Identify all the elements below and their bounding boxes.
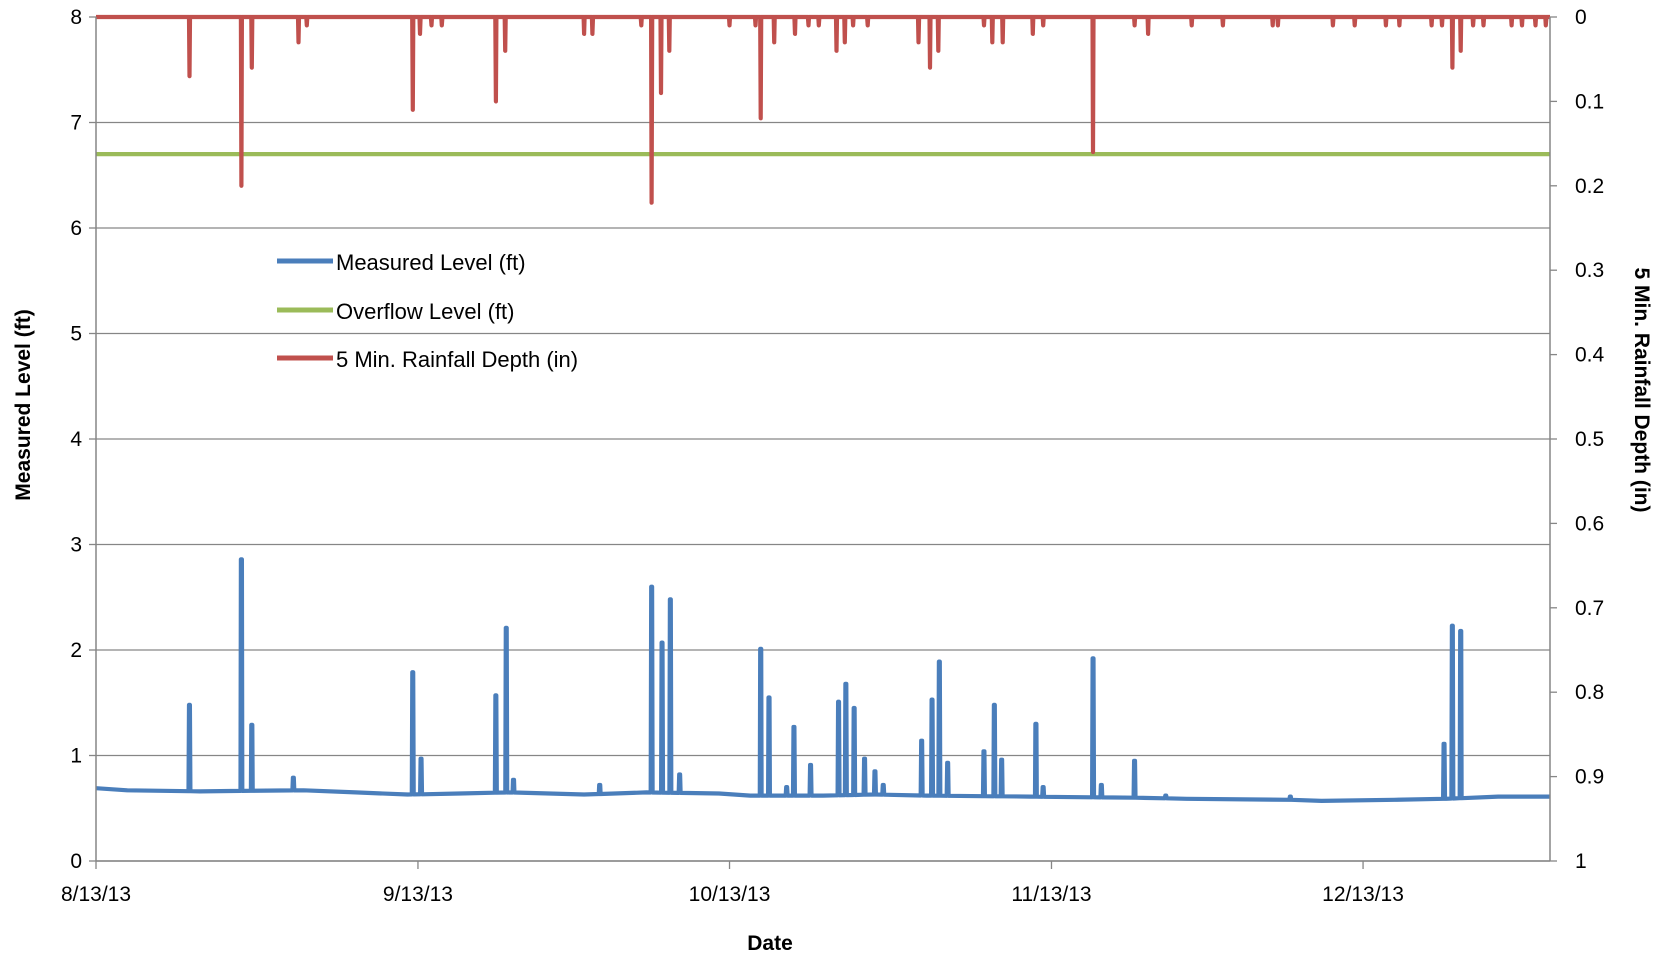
y2-tick-label: 0.6 bbox=[1575, 512, 1604, 535]
y2-tick-label: 0.9 bbox=[1575, 766, 1604, 789]
grid bbox=[96, 16, 1550, 862]
y-tick-label: 0 bbox=[70, 850, 82, 873]
y2-tick-label: 0.5 bbox=[1575, 428, 1604, 451]
y-tick-label: 7 bbox=[70, 112, 82, 135]
y-tick-label: 3 bbox=[70, 534, 82, 557]
x-tick-label: 10/13/13 bbox=[689, 883, 771, 906]
legend-label-measured-level: Measured Level (ft) bbox=[336, 250, 526, 275]
series-measured-level bbox=[95, 557, 1550, 803]
legend-label-overflow-level: Overflow Level (ft) bbox=[336, 299, 515, 324]
y-tick-label: 5 bbox=[70, 323, 82, 346]
y-tick-label: 2 bbox=[70, 639, 82, 662]
series bbox=[95, 14, 1550, 803]
y2-tick-label: 0.8 bbox=[1575, 681, 1604, 704]
y2-tick-label: 0.4 bbox=[1575, 344, 1605, 367]
y2-tick-label: 1 bbox=[1575, 850, 1587, 873]
y2-tick-label: 0.3 bbox=[1575, 259, 1604, 282]
x-tick-label: 9/13/13 bbox=[383, 883, 453, 906]
tick-labels: 0 1 2 3 4 5 6 7 8 1 0.9 0.8 0.7 0.6 0.5 0.4 0.3 0.2 0.1 0 8/… bbox=[61, 6, 1605, 906]
series-rainfall-depth bbox=[96, 14, 1550, 205]
y-tick-label: 8 bbox=[70, 6, 82, 29]
y2-tick-label: 0.7 bbox=[1575, 597, 1604, 620]
x-axis-title: Date bbox=[747, 932, 793, 955]
y-axis-title: Measured Level (ft) bbox=[12, 309, 35, 500]
x-tick-label: 11/13/13 bbox=[1011, 883, 1091, 906]
x-tick-label: 8/13/13 bbox=[61, 883, 131, 906]
x-tick-label: 12/13/13 bbox=[1322, 883, 1404, 906]
y2-tick-label: 0.1 bbox=[1575, 90, 1604, 113]
y-tick-label: 4 bbox=[70, 428, 82, 451]
axes bbox=[89, 16, 1557, 869]
y2-tick-label: 0.2 bbox=[1575, 175, 1604, 198]
y2-axis-title: 5 Min. Rainfall Depth (in) bbox=[1630, 268, 1653, 513]
y-tick-label: 6 bbox=[70, 217, 82, 240]
legend: Measured Level (ft) Overflow Level (ft) … bbox=[277, 250, 578, 372]
y2-tick-label: 0 bbox=[1575, 6, 1587, 29]
y-tick-label: 1 bbox=[70, 745, 82, 768]
legend-label-rainfall-depth: 5 Min. Rainfall Depth (in) bbox=[336, 347, 578, 372]
